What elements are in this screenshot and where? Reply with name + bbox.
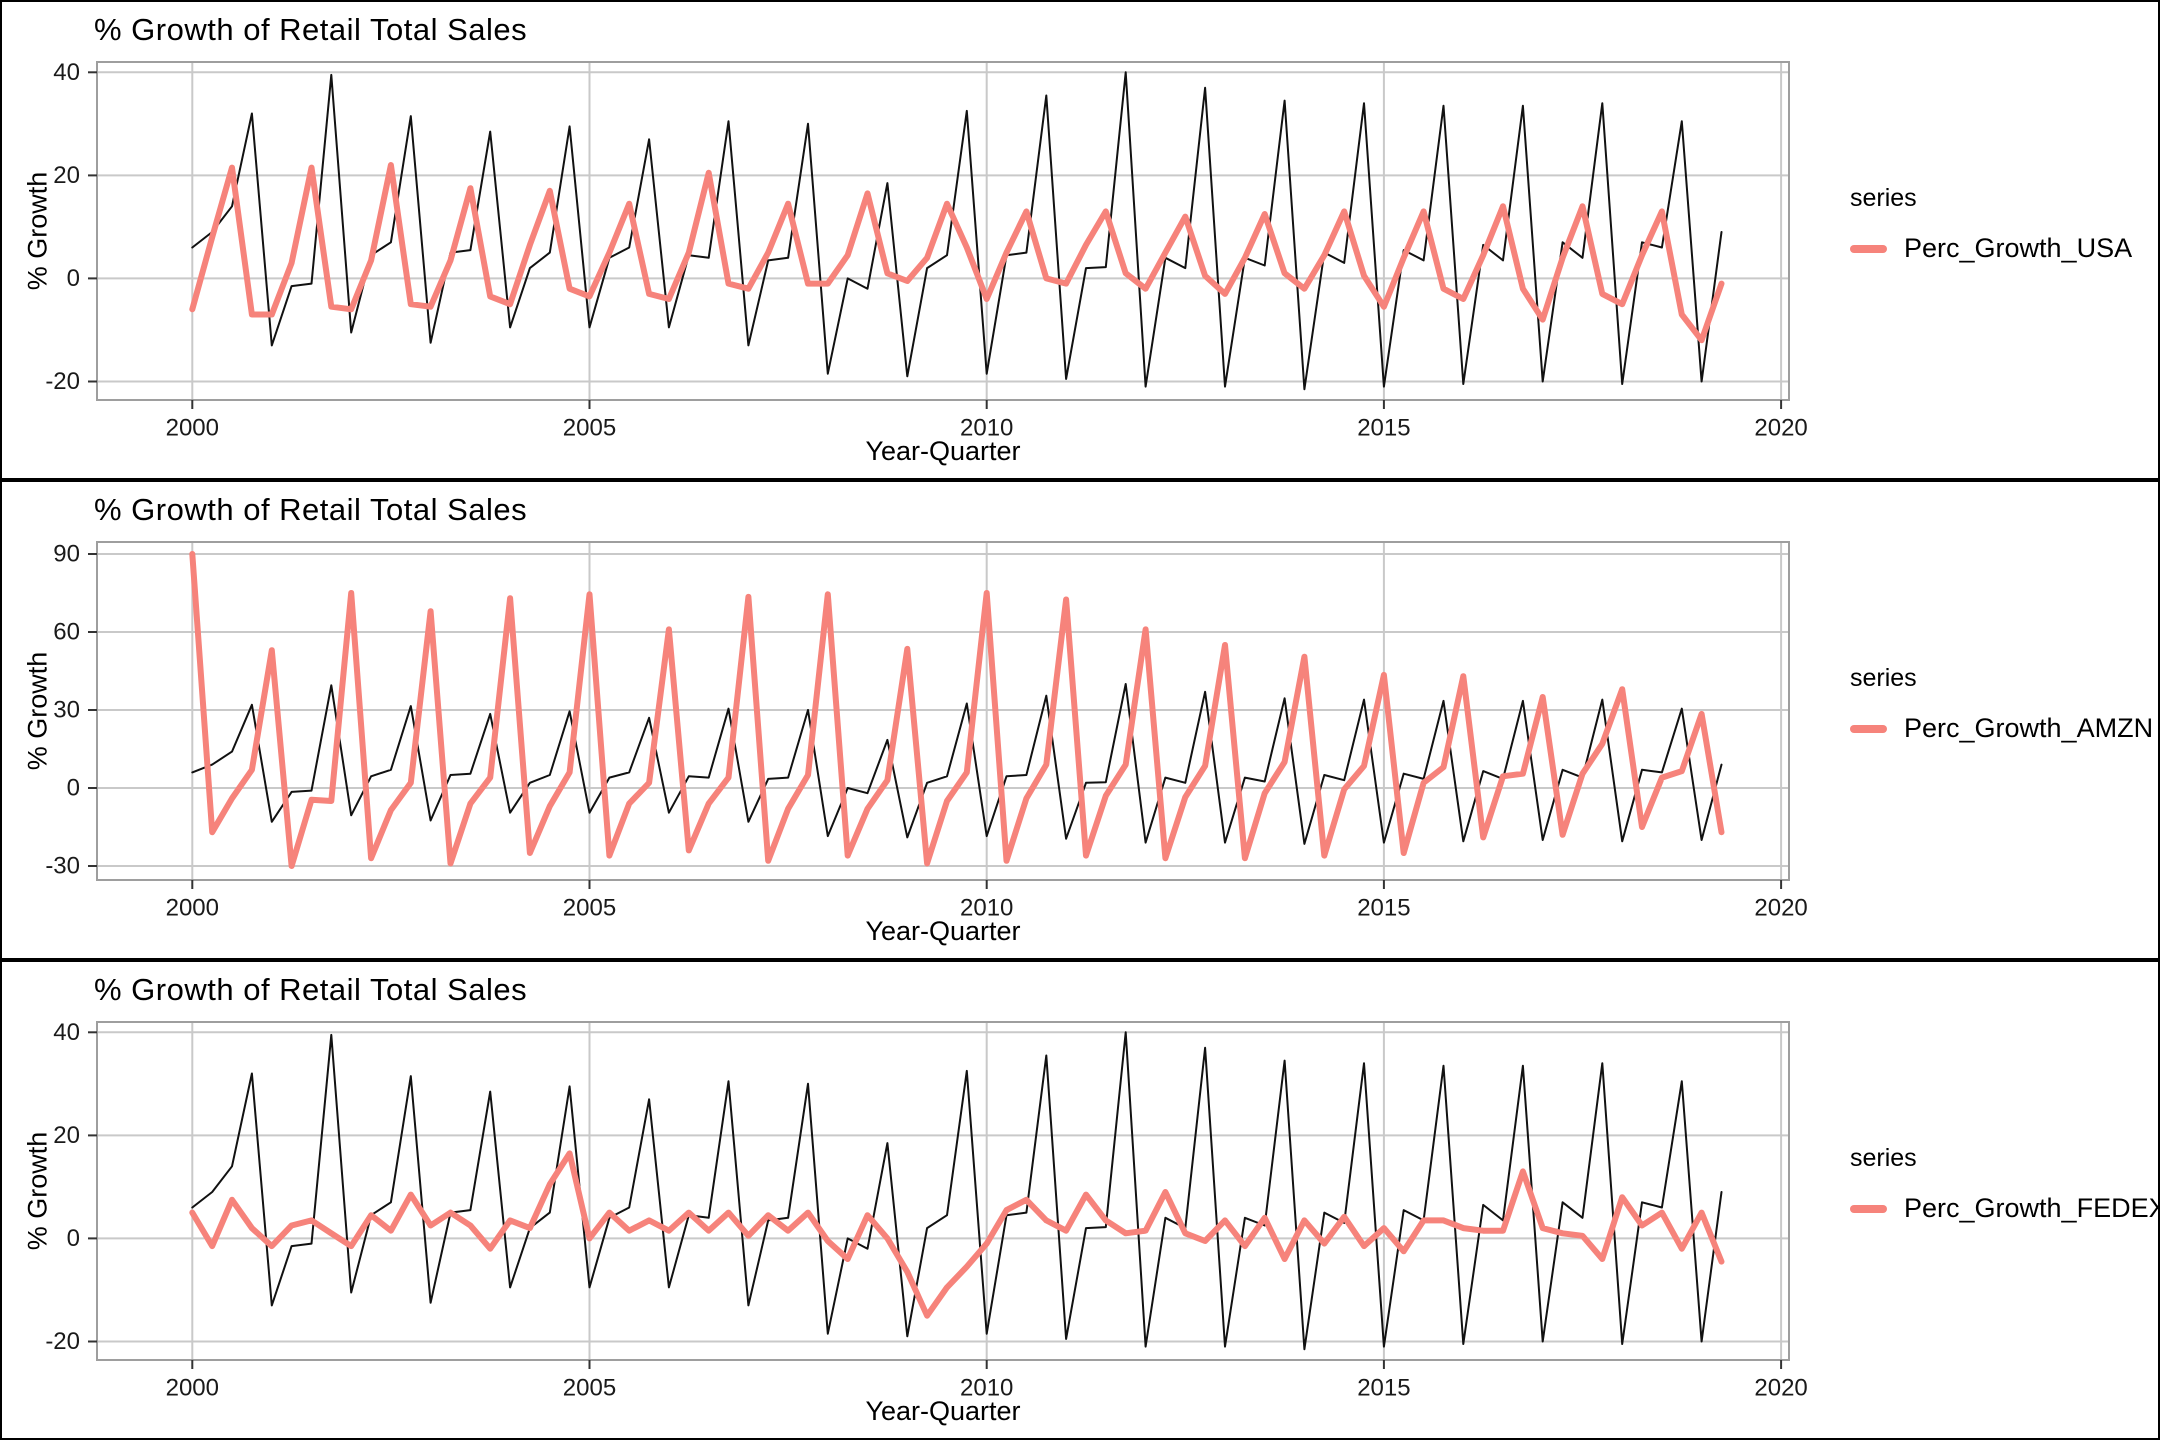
series-line-Perc_Growth_AMZN <box>189 551 1725 869</box>
legend-title: series <box>1850 184 1917 212</box>
x-tick-label: 2005 <box>563 895 616 922</box>
x-tick-label: 2010 <box>960 1375 1013 1402</box>
y-axis-label: % Growth <box>22 171 53 291</box>
x-axis-label: Year-Quarter <box>865 1396 1021 1426</box>
x-axis-label: Year-Quarter <box>865 916 1021 946</box>
x-tick-label: 2005 <box>563 415 616 442</box>
x-tick-label: 2020 <box>1754 1375 1807 1402</box>
y-tick-label: -20 <box>45 1328 80 1355</box>
chart-fedex: -20 0 20 40 2000 2005 2010 2015 2020 % Growth of… <box>0 960 2160 1440</box>
y-axis-label: % Growth <box>22 651 53 771</box>
x-tick-label: 2015 <box>1357 895 1410 922</box>
legend-item: Perc_Growth_USA <box>1850 233 2132 264</box>
y-tick-label: 40 <box>53 59 80 86</box>
panel-border <box>96 61 1790 401</box>
legend-title: series <box>1850 1144 1917 1172</box>
x-tick-label: 2020 <box>1754 415 1807 442</box>
chart-title: % Growth of Retail Total Sales <box>94 12 528 47</box>
y-tick-label: 0 <box>67 265 80 292</box>
legend: series Perc_Growth_USA <box>1850 184 2132 264</box>
legend-title: series <box>1850 664 1917 692</box>
series-line-Perc_Growth_USA <box>189 162 1725 344</box>
chart-usa: -20 0 20 40 2000 2005 2010 2015 2020 % Growth of… <box>0 0 2160 480</box>
legend-item-label: Perc_Growth_AMZN <box>1904 713 2154 743</box>
x-tick-label: 2010 <box>960 895 1013 922</box>
y-tick-label: 90 <box>53 541 80 568</box>
y-tick-label: 40 <box>53 1019 80 1046</box>
panel-background <box>97 1022 1789 1360</box>
y-tick-label: -20 <box>45 368 80 395</box>
chart-amzn: -30 0 30 60 90 2000 2005 2010 2015 2020 % Growth … <box>0 480 2160 960</box>
legend-line-swatch <box>1850 724 1887 733</box>
y-tick-label: 30 <box>53 697 80 724</box>
y-tick-label: 0 <box>67 775 80 802</box>
chart-title: % Growth of Retail Total Sales <box>94 492 528 527</box>
series-line-Retail_Total_Sales <box>191 1031 1723 1351</box>
y-tick-label: 60 <box>53 619 80 646</box>
x-tick-label: 2020 <box>1754 895 1807 922</box>
x-tick-label: 2010 <box>960 415 1013 442</box>
y-tick-label: 0 <box>67 1225 80 1252</box>
y-axis-label: % Growth <box>22 1131 53 1251</box>
x-tick-label: 2005 <box>563 1375 616 1402</box>
plot-area: -30 0 30 60 90 2000 2005 2010 2015 2020 <box>45 541 1807 922</box>
legend: series Perc_Growth_FEDEX <box>1850 1144 2160 1224</box>
x-tick-label: 2015 <box>1357 415 1410 442</box>
legend-item: Perc_Growth_AMZN <box>1850 713 2153 744</box>
panel-background <box>97 62 1789 400</box>
plot-area: -20 0 20 40 2000 2005 2010 2015 2020 <box>45 1019 1807 1402</box>
y-tick-label: -30 <box>45 853 80 880</box>
y-tick-label: 20 <box>53 1122 80 1149</box>
legend-item-label: Perc_Growth_FEDEX <box>1904 1193 2160 1223</box>
x-tick-label: 2000 <box>166 895 219 922</box>
panel-border <box>96 1021 1790 1361</box>
legend-line-swatch <box>1850 244 1887 253</box>
x-tick-label: 2000 <box>166 1375 219 1402</box>
legend-line-swatch <box>1850 1204 1887 1213</box>
chart-title: % Growth of Retail Total Sales <box>94 972 528 1007</box>
x-tick-label: 2000 <box>166 415 219 442</box>
legend-item: Perc_Growth_FEDEX <box>1850 1193 2160 1224</box>
legend-item-label: Perc_Growth_USA <box>1904 233 2133 263</box>
plot-area: -20 0 20 40 2000 2005 2010 2015 2020 <box>45 59 1807 442</box>
legend: series Perc_Growth_AMZN <box>1850 664 2153 744</box>
series-line-Retail_Total_Sales <box>191 683 1723 845</box>
y-tick-label: 20 <box>53 162 80 189</box>
x-tick-label: 2015 <box>1357 1375 1410 1402</box>
x-axis-label: Year-Quarter <box>865 436 1021 466</box>
series-line-Perc_Growth_FEDEX <box>189 1150 1725 1319</box>
